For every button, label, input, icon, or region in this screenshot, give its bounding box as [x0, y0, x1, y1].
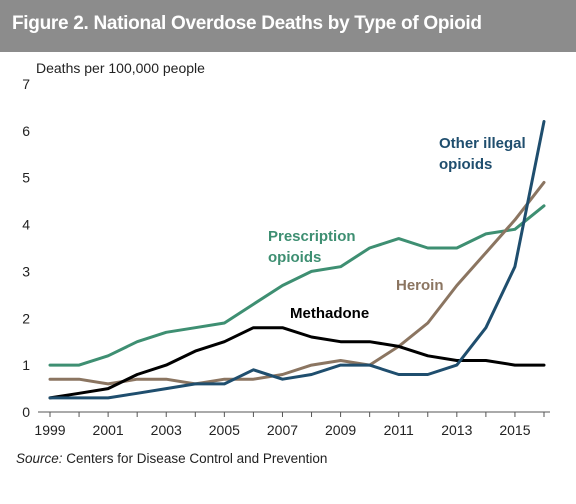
- other-illegal-opioids-line: [48, 120, 546, 400]
- x-tick-label: 1999: [34, 422, 65, 438]
- y-tick-label: 1: [22, 357, 30, 373]
- x-tick-label: 2011: [384, 422, 414, 438]
- y-tick-label: 0: [22, 404, 30, 420]
- source-note: Source: Centers for Disease Control and …: [16, 451, 327, 466]
- x-tick-label: 2005: [209, 422, 240, 438]
- source-prefix: Source:: [16, 451, 63, 466]
- x-tick-label: 2009: [325, 422, 356, 438]
- prescription-opioids-label: Prescription opioids: [268, 228, 356, 266]
- other-illegal-opioids-label: Other illegal opioids: [439, 135, 526, 173]
- title-bar: Figure 2. National Overdose Deaths by Ty…: [0, 0, 576, 52]
- chart-title: Figure 2. National Overdose Deaths by Ty…: [12, 13, 482, 34]
- methadone-line: [48, 326, 546, 400]
- heroin-line: [48, 180, 546, 386]
- y-axis-label: Deaths per 100,000 people: [36, 60, 205, 76]
- y-tick-label: 2: [22, 310, 30, 326]
- x-tick-label: 2013: [441, 422, 472, 438]
- y-tick-label: 5: [22, 170, 30, 186]
- methadone-label: Methadone: [290, 305, 369, 322]
- source-text: Centers for Disease Control and Preventi…: [62, 451, 328, 466]
- prescription-opioids-line: [48, 204, 546, 367]
- x-tick-label: 2015: [499, 422, 530, 438]
- y-tick-label: 7: [22, 76, 30, 92]
- heroin-label: Heroin: [396, 277, 444, 294]
- y-tick-label: 3: [22, 263, 30, 279]
- y-tick-label: 4: [22, 217, 30, 233]
- x-tick-label: 2007: [267, 422, 298, 438]
- x-tick-label: 2003: [151, 422, 182, 438]
- y-tick-label: 6: [22, 123, 30, 139]
- x-tick-label: 2001: [93, 422, 124, 438]
